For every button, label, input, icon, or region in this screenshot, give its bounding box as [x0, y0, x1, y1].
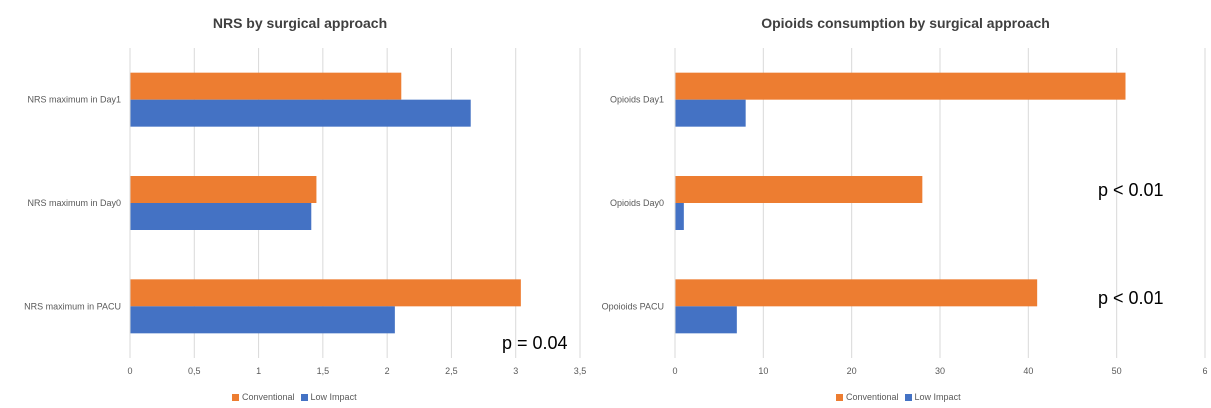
legend-label-conventional: Conventional [242, 392, 295, 402]
opioids-legend-item-low-impact: Low Impact [904, 392, 961, 402]
legend-label-low-impact: Low Impact [310, 392, 357, 402]
opioids-x-tick-label: 6 [1202, 366, 1207, 376]
nrs-category-label: NRS maximum in Day0 [27, 198, 121, 208]
opioids-category-label: Opioids Day0 [610, 198, 664, 208]
opioids-x-tick-label: 40 [1023, 366, 1033, 376]
nrs-category-label: NRS maximum in Day1 [27, 95, 121, 105]
nrs-bar-low-impact [130, 306, 395, 334]
opioids-bar-conventional [675, 72, 1126, 100]
opioids-bar-low-impact [675, 203, 684, 230]
nrs-category-label: NRS maximum in PACU [24, 301, 121, 311]
nrs-x-tick-label: 1 [256, 366, 261, 376]
opioids-chart: Opioids consumption by surgical approach… [600, 0, 1211, 408]
opioids-day0-p-value-annotation: p < 0.01 [1098, 180, 1164, 200]
opioids-legend-item-conventional: Conventional [836, 392, 899, 402]
nrs-bar-conventional [130, 279, 521, 307]
opioids-x-tick-label: 50 [1112, 366, 1122, 376]
nrs-x-tick-label: 2,5 [445, 366, 458, 376]
opioids-x-tick-label: 20 [847, 366, 857, 376]
nrs-legend-item-conventional: Conventional [232, 392, 295, 402]
nrs-legend-item-low-impact: Low Impact [300, 392, 357, 402]
opioids-x-tick-label: 30 [935, 366, 945, 376]
opioids-pacu-p-value-annotation: p < 0.01 [1098, 288, 1164, 308]
nrs-x-tick-label: 3,5 [574, 366, 587, 376]
nrs-chart-title: NRS by surgical approach [212, 15, 388, 31]
legend-swatch-conventional [232, 393, 239, 401]
opioids-chart-plot: 0 10 20 30 40 50 6 Opioids Day1 Opioids Day0 Opoi… [602, 48, 1208, 376]
nrs-chart-plot: 0 0,5 1 1,5 2 2,5 3 3,5 NRS maximum in Day1 NRS m… [24, 48, 587, 376]
opioids-x-tick-label: 10 [758, 366, 768, 376]
opioids-x-tick-label: 0 [672, 366, 677, 376]
nrs-legend: Conventional Low Impact [232, 392, 357, 402]
opioids-legend: Conventional Low Impact [836, 392, 961, 402]
legend-label-conventional: Conventional [846, 392, 899, 402]
nrs-p-value-annotation: p = 0.04 [502, 333, 568, 353]
opioids-chart-title: Opioids consumption by surgical approach [761, 15, 1050, 31]
opioids-bar-conventional [675, 279, 1038, 307]
nrs-bar-conventional [130, 72, 402, 100]
opioids-bar-conventional [675, 176, 923, 203]
opioids-category-label: Opioids Day1 [610, 95, 664, 105]
nrs-x-tick-label: 1,5 [317, 366, 330, 376]
legend-swatch-low-impact [904, 393, 912, 401]
nrs-x-tick-label: 0,5 [188, 366, 201, 376]
nrs-bar-low-impact [130, 99, 471, 127]
legend-swatch-conventional [836, 393, 843, 401]
nrs-bar-conventional [130, 176, 317, 203]
opioids-bar-low-impact [675, 99, 746, 127]
opioids-bar-low-impact [675, 306, 737, 334]
legend-swatch-low-impact [300, 393, 308, 401]
nrs-x-tick-label: 2 [385, 366, 390, 376]
nrs-bar-low-impact [130, 203, 312, 230]
legend-label-low-impact: Low Impact [914, 392, 961, 402]
nrs-x-tick-label: 3 [513, 366, 518, 376]
opioids-category-label: Opoioids PACU [602, 301, 664, 311]
nrs-chart: NRS by surgical approach 0 0,5 1 1,5 2 2,5 3 3,… [0, 0, 600, 408]
nrs-x-tick-label: 0 [127, 366, 132, 376]
